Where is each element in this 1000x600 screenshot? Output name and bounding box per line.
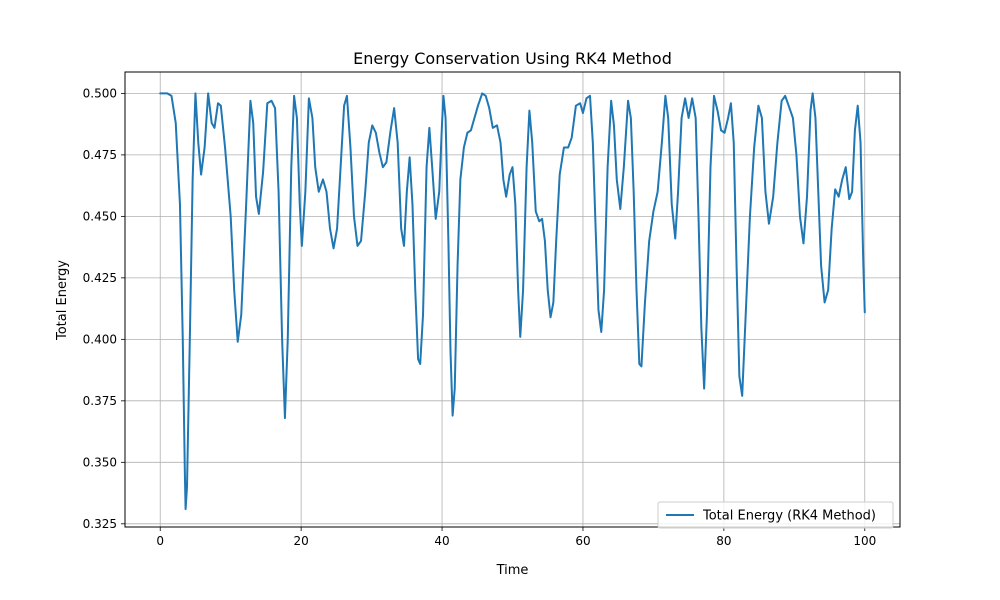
x-tick-label: 60 xyxy=(575,534,590,548)
x-tick-label: 20 xyxy=(293,534,308,548)
y-tick-label: 0.450 xyxy=(83,209,117,223)
y-tick-label: 0.375 xyxy=(83,394,117,408)
series-layer xyxy=(159,92,866,511)
y-tick-label: 0.500 xyxy=(83,86,117,100)
series-line-total-energy xyxy=(159,92,866,511)
y-tick-label: 0.475 xyxy=(83,148,117,162)
plot-area-frame xyxy=(124,71,901,528)
chart-title: Energy Conservation Using RK4 Method xyxy=(353,49,672,68)
grid-lines xyxy=(125,72,900,527)
y-tick-label: 0.325 xyxy=(83,517,117,531)
x-axis-label: Time xyxy=(496,563,529,578)
x-tick-label: 40 xyxy=(434,534,449,548)
x-tick-label: 80 xyxy=(716,534,731,548)
legend: Total Energy (RK4 Method) xyxy=(657,501,894,529)
legend-label: Total Energy (RK4 Method) xyxy=(702,509,876,524)
y-axis-label: Total Energy xyxy=(55,260,70,341)
x-tick-label: 0 xyxy=(156,534,164,548)
legend-box xyxy=(657,501,894,529)
y-axis-ticks: 0.325 0.350 0.375 0.400 0.425 0.450 0.475 0.500 xyxy=(83,86,125,531)
y-tick-label: 0.350 xyxy=(83,455,117,469)
x-tick-label: 100 xyxy=(853,534,876,548)
x-axis-ticks: 0 20 40 60 80 100 xyxy=(156,527,876,548)
y-tick-label: 0.425 xyxy=(83,271,117,285)
y-tick-label: 0.400 xyxy=(83,332,117,346)
